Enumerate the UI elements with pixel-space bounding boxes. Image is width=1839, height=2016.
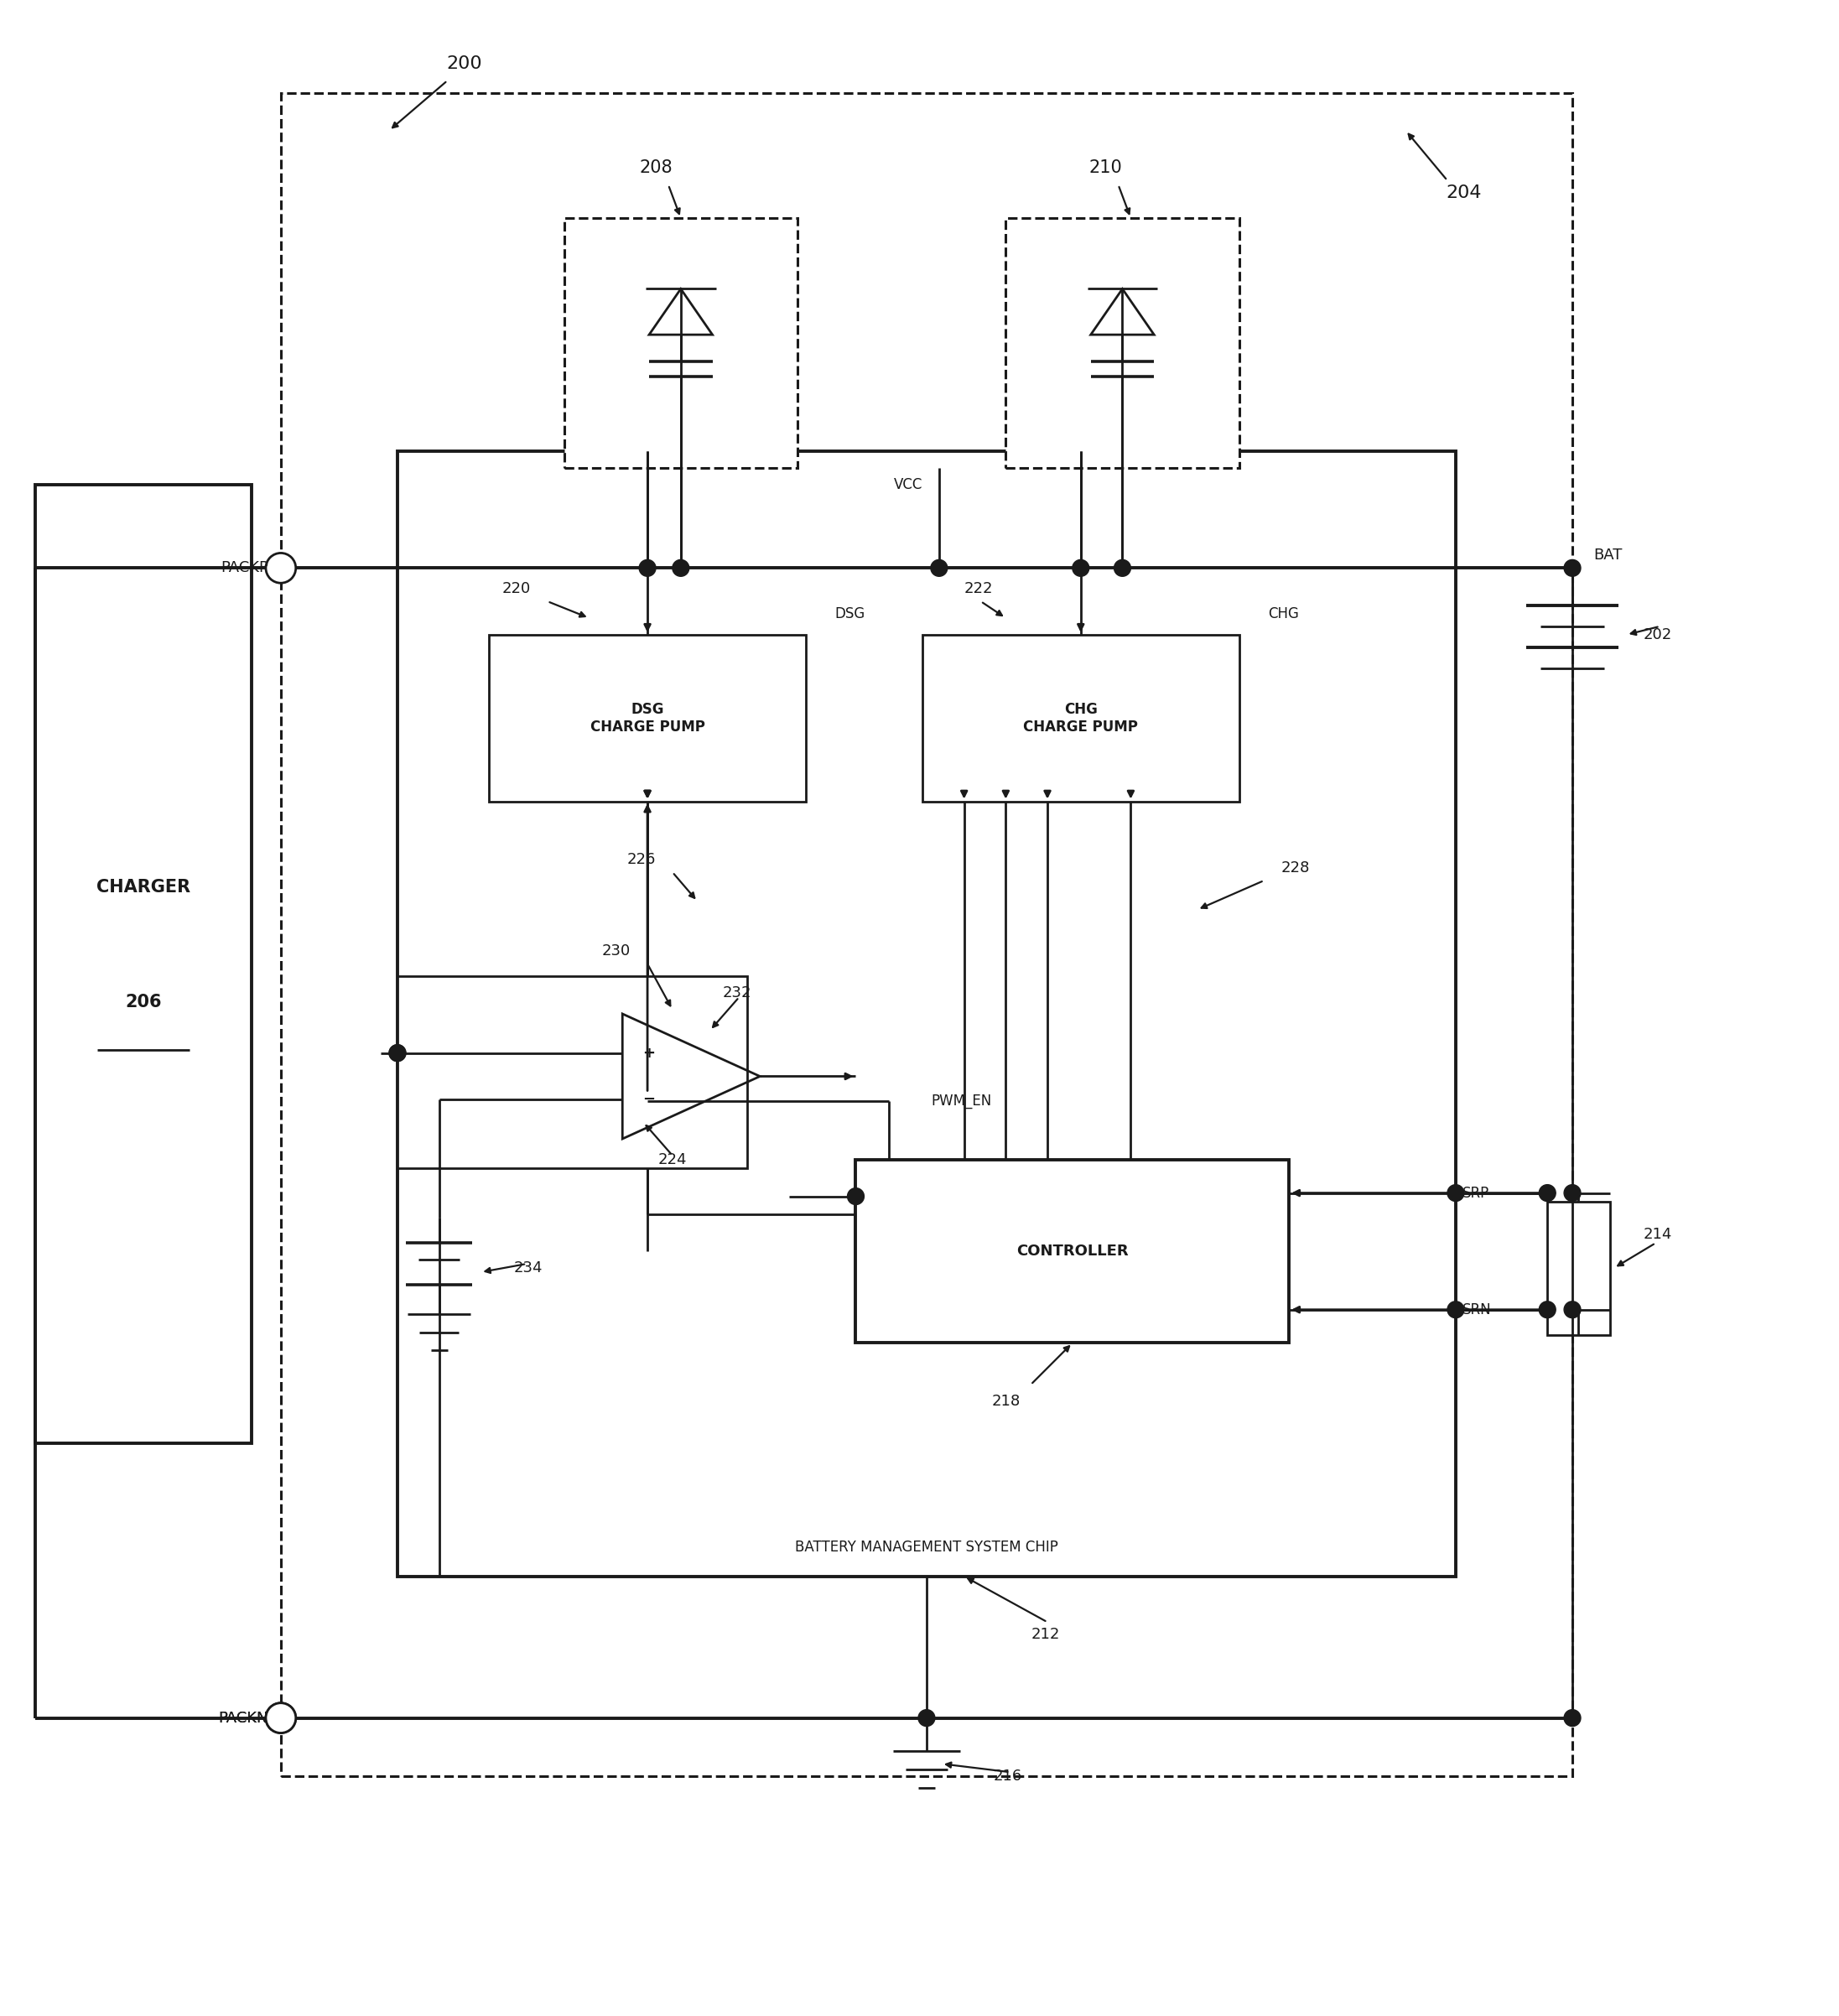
Text: CHG
CHARGE PUMP: CHG CHARGE PUMP [1022, 702, 1138, 734]
Text: 216: 216 [993, 1768, 1022, 1784]
Circle shape [1563, 1710, 1582, 1726]
Text: 206: 206 [125, 994, 162, 1010]
Text: +: + [644, 1046, 655, 1060]
Text: 214: 214 [1644, 1228, 1672, 1242]
Text: 202: 202 [1644, 627, 1672, 643]
Text: 226: 226 [627, 853, 657, 867]
Bar [397, 976, 747, 1167]
Circle shape [390, 1044, 406, 1060]
Text: CHG: CHG [1269, 607, 1298, 621]
Text: −: − [644, 1093, 655, 1107]
Circle shape [267, 1704, 296, 1734]
Text: 220: 220 [502, 581, 531, 597]
Text: SRP: SRP [1462, 1185, 1490, 1202]
Circle shape [1563, 1300, 1582, 1318]
Bar [1547, 1202, 1609, 1335]
Bar [923, 635, 1239, 800]
Circle shape [1114, 560, 1131, 577]
Bar [397, 452, 1456, 1577]
Circle shape [267, 1704, 296, 1734]
Text: BAT: BAT [1593, 548, 1622, 562]
Text: 212: 212 [1030, 1627, 1059, 1643]
Text: BATTERY MANAGEMENT SYSTEM CHIP: BATTERY MANAGEMENT SYSTEM CHIP [794, 1540, 1057, 1554]
Text: PACKN: PACKN [219, 1710, 268, 1726]
Circle shape [640, 560, 657, 577]
Circle shape [1563, 1185, 1582, 1202]
Bar [281, 93, 1572, 1776]
Text: 224: 224 [658, 1151, 688, 1167]
Circle shape [1563, 560, 1582, 577]
Circle shape [1447, 1185, 1464, 1202]
Text: 218: 218 [991, 1393, 1021, 1409]
Text: DSG: DSG [835, 607, 866, 621]
Text: 200: 200 [447, 56, 482, 73]
Text: VCC: VCC [894, 478, 923, 492]
Text: CHARGER: CHARGER [96, 879, 189, 895]
Text: 234: 234 [515, 1260, 543, 1276]
Bar [855, 1159, 1289, 1343]
Bar [1006, 218, 1239, 468]
Circle shape [673, 560, 690, 577]
Circle shape [1072, 560, 1089, 577]
Text: SRN: SRN [1462, 1302, 1491, 1316]
Text: CONTROLLER: CONTROLLER [1017, 1244, 1129, 1258]
Text: 232: 232 [723, 986, 752, 1000]
Circle shape [390, 1044, 406, 1060]
Text: 228: 228 [1280, 861, 1309, 875]
Circle shape [1539, 1300, 1556, 1318]
Circle shape [918, 1710, 934, 1726]
Text: 222: 222 [964, 581, 993, 597]
Text: 210: 210 [1089, 159, 1122, 177]
Circle shape [931, 560, 947, 577]
Text: 208: 208 [640, 159, 673, 177]
Text: PWM_EN: PWM_EN [931, 1095, 991, 1109]
Circle shape [1447, 1300, 1464, 1318]
Circle shape [1539, 1185, 1556, 1202]
Text: PACKP: PACKP [221, 560, 268, 577]
Circle shape [267, 552, 296, 583]
Text: 204: 204 [1445, 185, 1482, 202]
Text: DSG
CHARGE PUMP: DSG CHARGE PUMP [590, 702, 704, 734]
Bar [489, 635, 805, 800]
Bar [565, 218, 798, 468]
Text: PACKN: PACKN [219, 1710, 268, 1726]
Bar [35, 484, 252, 1443]
Circle shape [848, 1187, 864, 1206]
Text: 230: 230 [601, 943, 631, 960]
